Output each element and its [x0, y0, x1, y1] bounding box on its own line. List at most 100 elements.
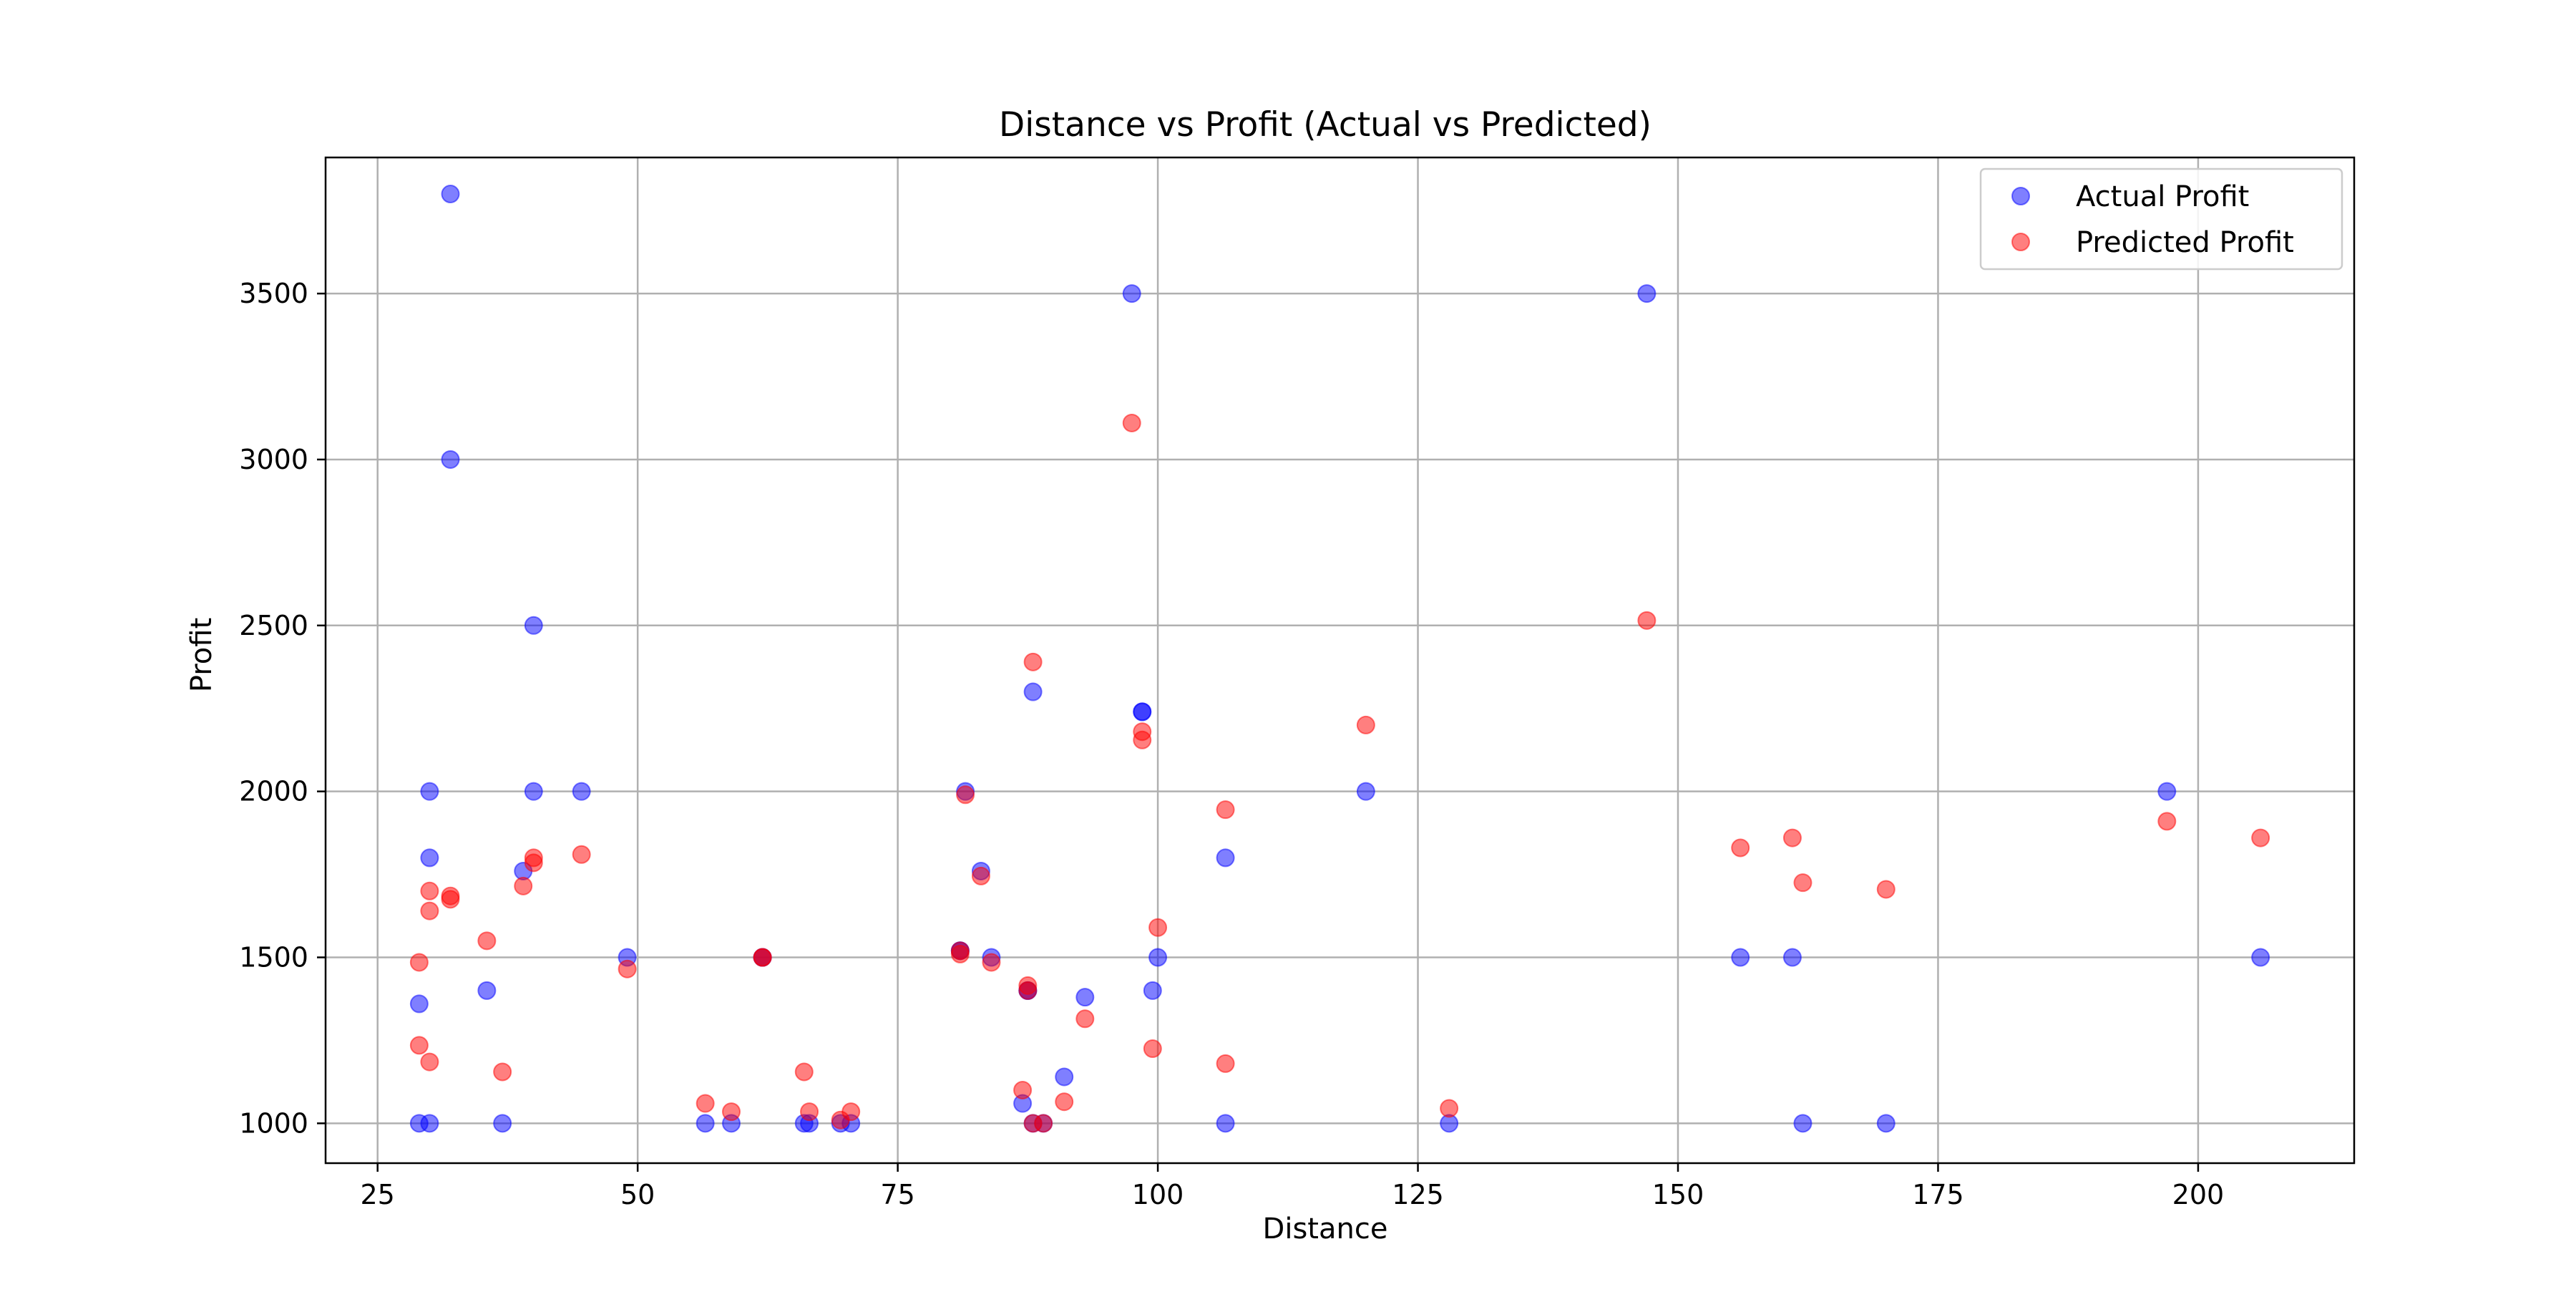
- actual-profit-point: [477, 981, 497, 1000]
- actual-profit-point: [1023, 682, 1043, 701]
- actual-profit-point: [1055, 1067, 1074, 1087]
- predicted-profit-point: [1133, 730, 1152, 749]
- actual-profit-point: [1216, 1114, 1235, 1133]
- legend: Actual Profit Predicted Profit: [1979, 167, 2343, 271]
- predicted-profit-point: [420, 881, 439, 900]
- actual-profit-point: [572, 782, 591, 801]
- predicted-profit-point: [1637, 611, 1657, 630]
- x-tick-label: 75: [880, 1179, 914, 1210]
- predicted-profit-point: [1075, 1009, 1095, 1029]
- x-tick-label: 50: [620, 1179, 655, 1210]
- actual-profit-point: [1876, 1114, 1896, 1133]
- predicted-profit-point: [1216, 1054, 1235, 1073]
- predicted-profit-point: [441, 890, 460, 909]
- predicted-profit-point: [1013, 1080, 1033, 1099]
- actual-profit-point: [2251, 948, 2270, 967]
- actual-profit-point: [1148, 948, 1168, 967]
- actual-profit-point: [1782, 948, 1802, 967]
- actual-profit-point: [696, 1114, 715, 1133]
- predicted-profit-point: [1782, 828, 1802, 847]
- predicted-profit-point: [477, 931, 497, 951]
- predicted-profit-point: [524, 853, 543, 873]
- predicted-profit-point: [1018, 981, 1038, 1000]
- predicted-profit-point: [1034, 1114, 1053, 1133]
- predicted-profit-point: [1440, 1099, 1459, 1118]
- legend-actual-marker: [2011, 187, 2030, 205]
- predicted-profit-point: [420, 901, 439, 921]
- predicted-profit-point: [800, 1102, 819, 1122]
- actual-profit-point: [524, 782, 543, 801]
- predicted-profit-point: [982, 953, 1001, 972]
- legend-predicted-marker: [2011, 233, 2030, 251]
- predicted-profit-point: [618, 959, 637, 978]
- actual-profit-point: [1216, 848, 1235, 868]
- actual-profit-point: [420, 1114, 439, 1133]
- actual-profit-point: [420, 782, 439, 801]
- x-axis-title: Distance: [1263, 1213, 1388, 1245]
- actual-profit-point: [409, 994, 429, 1014]
- actual-profit-point: [1075, 988, 1095, 1007]
- predicted-profit-point: [1148, 918, 1168, 937]
- grid-lines: [326, 157, 2354, 1163]
- legend-box: [1979, 167, 2343, 271]
- x-tick-label: 150: [1652, 1179, 1704, 1210]
- actual-profit-point: [420, 848, 439, 868]
- actual-profit-point: [1122, 284, 1141, 303]
- predicted-profit-point: [722, 1102, 741, 1122]
- predicted-profit-point: [420, 1052, 439, 1072]
- predicted-profit-point: [753, 948, 772, 967]
- x-tick-label: 200: [2172, 1179, 2225, 1210]
- y-tick-label: 1000: [239, 1107, 308, 1139]
- actual-profit-point: [2157, 782, 2177, 801]
- predicted-profit-point: [794, 1062, 814, 1082]
- legend-actual-label: Actual Profit: [2076, 180, 2249, 213]
- predicted-profit-point: [696, 1094, 715, 1113]
- plot-frame: [324, 156, 2356, 1165]
- x-tick-label: 175: [1912, 1179, 1964, 1210]
- predicted-profit-point: [493, 1062, 512, 1082]
- predicted-profit-point: [2251, 828, 2270, 847]
- axis-ticks: 25 50 75 100 125 150 175 200 1000 1500 2000 2500 300…: [239, 278, 2224, 1210]
- predicted-profit-point: [1122, 413, 1141, 432]
- y-axis-title: Profit: [185, 618, 218, 692]
- y-tick-label: 3000: [239, 444, 308, 475]
- chart-title: Distance vs Profit (Actual vs Predicted): [999, 105, 1652, 145]
- predicted-profit-point: [2157, 812, 2177, 831]
- predicted-profit-point: [514, 876, 533, 895]
- x-tick-label: 125: [1392, 1179, 1444, 1210]
- actual-profit-point: [1133, 702, 1152, 722]
- y-tick-label: 2500: [239, 610, 308, 641]
- predicted-profit-point: [1216, 800, 1235, 820]
- predicted-profit-point: [409, 953, 429, 972]
- predicted-profit-point: [1356, 715, 1375, 734]
- actual-profit-point: [493, 1114, 512, 1133]
- actual-profit-point: [1143, 981, 1162, 1000]
- legend-predicted-label: Predicted Profit: [2076, 226, 2294, 259]
- actual-profit-point: [1731, 948, 1750, 967]
- data-points: [409, 185, 2270, 1133]
- predicted-profit-point: [841, 1102, 861, 1122]
- actual-profit-point: [524, 616, 543, 635]
- predicted-profit-point: [1055, 1092, 1074, 1112]
- actual-profit-point: [1793, 1114, 1813, 1133]
- predicted-profit-point: [956, 785, 975, 805]
- predicted-profit-point: [572, 845, 591, 864]
- actual-profit-point: [1637, 284, 1657, 303]
- y-tick-label: 3500: [239, 278, 308, 309]
- x-tick-label: 25: [361, 1179, 395, 1210]
- predicted-profit-point: [1023, 652, 1043, 671]
- x-tick-label: 100: [1132, 1179, 1184, 1210]
- y-tick-label: 2000: [239, 776, 308, 807]
- actual-profit-point: [441, 185, 460, 204]
- actual-profit-point: [441, 450, 460, 469]
- predicted-profit-point: [1143, 1039, 1162, 1059]
- predicted-profit-point: [971, 866, 990, 885]
- predicted-profit-point: [1793, 873, 1813, 893]
- predicted-profit-point: [950, 944, 970, 963]
- actual-profit-point: [1356, 782, 1375, 801]
- predicted-profit-point: [409, 1036, 429, 1055]
- predicted-profit-point: [1731, 838, 1750, 858]
- y-tick-label: 1500: [239, 942, 308, 973]
